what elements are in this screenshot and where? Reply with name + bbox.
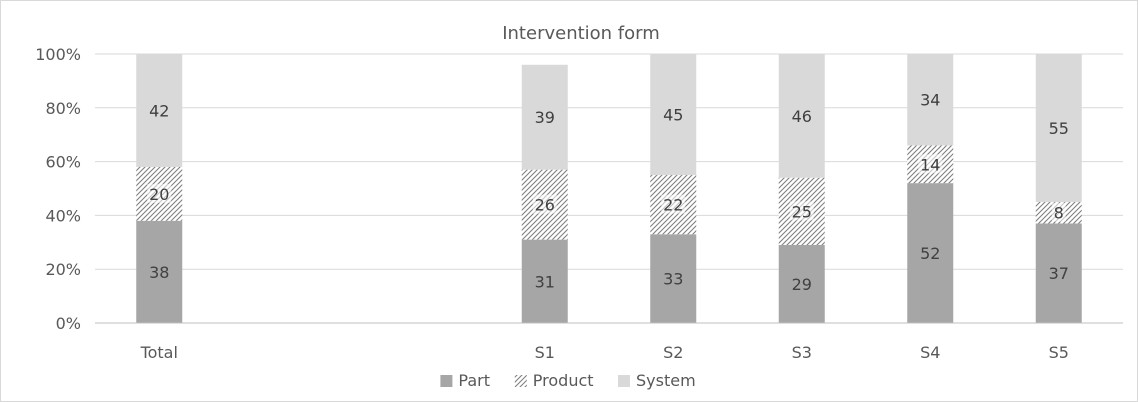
legend: Part Product System	[440, 371, 696, 390]
bar-part	[907, 183, 954, 323]
bar-part	[521, 239, 568, 323]
data-label-backdrop	[918, 154, 943, 174]
data-label: 37	[1049, 264, 1069, 283]
x-tick-label: Total	[140, 343, 178, 362]
bar-system	[1035, 54, 1082, 202]
y-tick-label: 100%	[35, 45, 81, 64]
data-labels: 38 20 42 31 26 39 33 22 45 29 25 46 52 14 34 37 8 55	[147, 91, 1069, 294]
data-label-backdrop	[532, 194, 557, 214]
data-label: 8	[1054, 204, 1064, 223]
data-label: 34	[920, 91, 940, 110]
legend-swatch-part	[440, 375, 453, 387]
data-label: 31	[535, 272, 555, 291]
x-tick-label: S1	[535, 343, 555, 362]
axes: 0% 20% 40% 60% 80% 100% Total S1 S2 S3 S4 S5	[35, 45, 1123, 362]
bar-part	[1035, 223, 1082, 323]
data-label: 39	[535, 108, 555, 127]
x-tick-label: S4	[920, 343, 940, 362]
data-label: 42	[149, 101, 169, 120]
data-label: 52	[920, 244, 940, 263]
bar-system	[650, 54, 697, 176]
bar-part	[136, 220, 183, 323]
data-label: 33	[663, 270, 683, 289]
data-label: 14	[920, 155, 940, 174]
y-tick-label: 0%	[56, 314, 81, 333]
x-tick-label: S3	[792, 343, 812, 362]
bar-system	[778, 54, 825, 178]
data-label-backdrop	[147, 183, 172, 203]
bar-system	[136, 54, 183, 167]
chart-title: Intervention form	[502, 23, 660, 44]
y-tick-label: 80%	[45, 99, 81, 118]
bar-part	[778, 244, 825, 323]
data-label: 26	[535, 196, 555, 215]
bar-system	[907, 54, 954, 146]
legend-swatch-system	[618, 375, 630, 387]
y-tick-label: 40%	[45, 206, 81, 225]
data-label: 29	[792, 275, 812, 294]
bar-part	[650, 234, 697, 323]
y-tick-label: 20%	[45, 260, 81, 279]
x-tick-label: S2	[663, 343, 683, 362]
data-label-backdrop	[1051, 202, 1066, 222]
y-tick-label: 60%	[45, 153, 81, 172]
data-label: 22	[663, 196, 683, 215]
data-label: 45	[663, 106, 683, 125]
bar-system	[521, 64, 568, 170]
legend-label-part: Part	[458, 371, 490, 390]
data-label: 55	[1049, 119, 1069, 138]
legend-label-system: System	[636, 371, 696, 390]
data-label: 38	[149, 263, 169, 282]
legend-label-product: Product	[533, 371, 594, 390]
data-label: 20	[149, 185, 169, 204]
data-label-backdrop	[789, 201, 814, 221]
legend-swatch-product	[514, 375, 527, 387]
x-tick-label: S5	[1049, 343, 1069, 362]
bars	[136, 54, 1082, 323]
data-label: 46	[792, 107, 812, 126]
gridlines	[95, 53, 1123, 270]
data-label: 25	[792, 202, 812, 221]
data-label-backdrop	[661, 194, 686, 214]
